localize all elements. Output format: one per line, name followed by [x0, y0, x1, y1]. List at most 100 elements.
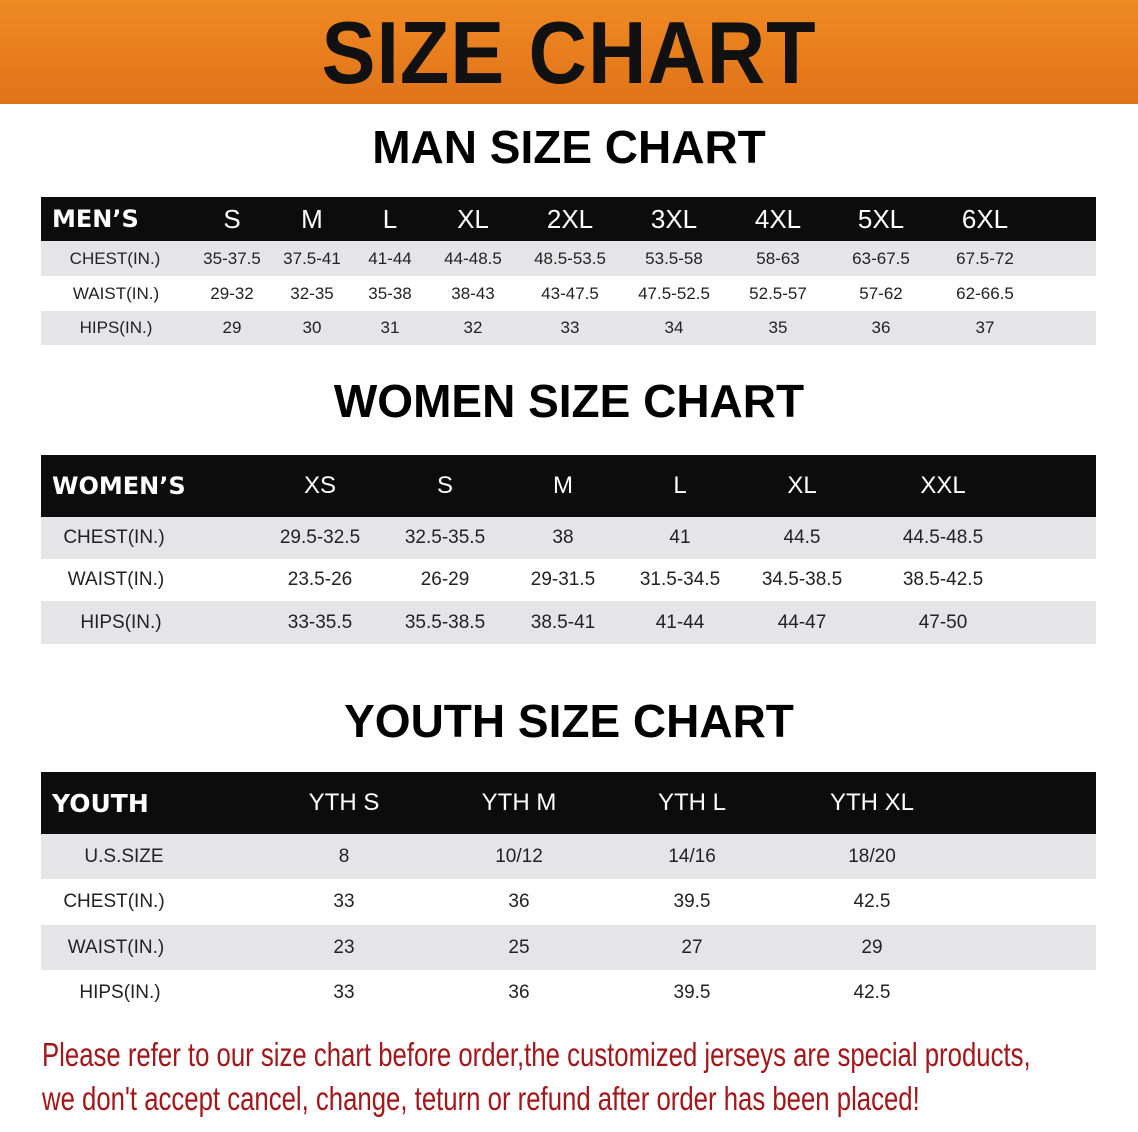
table-row: WAIST(IN.) 23 25 27 29 [41, 925, 1096, 970]
row-label-cell: CHEST(IN.) [63, 527, 165, 548]
measurement-cell: 42.5 [853, 891, 891, 912]
measurement-cell: 58-63 [756, 248, 800, 268]
table-row: CHEST(IN.) 33 36 39.5 42.5 [41, 879, 1096, 925]
measurement-cell: 36 [508, 981, 530, 1003]
measurement-cell: 36 [871, 318, 891, 337]
measurement-cell: 37.5-41 [283, 248, 341, 268]
youth-size-table: YOUTH YTH S YTH M YTH L YTH XL U.S.SIZE 8 10/12… [41, 772, 1096, 1015]
men-size-table: MEN’S S M L XL 2XL 3XL 4XL 5XL 6XL CHEST(IN.) 35-37… [41, 197, 1096, 345]
measurement-cell: 33 [333, 981, 355, 1003]
measurement-cell: 47.5-52.5 [638, 283, 710, 303]
row-label-cell: HIPS(IN.) [79, 318, 153, 337]
measurement-cell: 62-66.5 [956, 283, 1014, 303]
size-header-cell: L [673, 472, 687, 499]
measurement-cell: 32 [463, 318, 483, 337]
measurement-cell: 14/16 [668, 845, 716, 867]
measurement-cell: 18/20 [848, 845, 896, 867]
title-banner: SIZE CHART [0, 0, 1138, 104]
measurement-cell: 33 [560, 318, 580, 337]
size-header-cell: XL [787, 472, 817, 499]
size-header-cell: M [301, 203, 323, 234]
size-header-cell: YTH L [657, 789, 727, 816]
measurement-cell: 41-44 [655, 611, 705, 633]
measurement-cell: 23 [333, 936, 355, 958]
measurement-cell: 29-32 [210, 283, 254, 303]
row-label-cell: HIPS(IN.) [79, 981, 161, 1003]
measurement-cell: 35.5-38.5 [404, 611, 486, 633]
measurement-cell: 43-47.5 [541, 283, 599, 303]
measurement-cell: 42.5 [853, 981, 891, 1003]
measurement-cell: 37 [975, 318, 995, 337]
table-row: HIPS(IN.) 29 30 31 32 33 34 35 36 37 [41, 311, 1096, 345]
measurement-cell: 33-35.5 [287, 611, 353, 633]
table-row: WAIST(IN.) 29-32 32-35 35-38 38-43 43-47.5 47.… [41, 276, 1096, 311]
measurement-cell: 48.5-53.5 [534, 248, 606, 268]
size-header-cell: YTH S [308, 789, 380, 816]
measurement-cell: 57-62 [859, 283, 903, 303]
measurement-cell: 26-29 [420, 569, 470, 590]
page-title: SIZE CHART [321, 3, 817, 102]
measurement-cell: 52.5-57 [749, 283, 807, 303]
size-header-cell: XXL [920, 472, 966, 499]
measurement-cell: 31 [380, 318, 400, 337]
measurement-cell: 44-48.5 [444, 248, 502, 268]
row-label-cell: CHEST(IN.) [63, 891, 165, 912]
size-header-cell: 6XL [961, 203, 1009, 234]
table-row: CHEST(IN.) 35-37.5 37.5-41 41-44 44-48.5 48.5… [41, 241, 1096, 276]
table-row: HIPS(IN.) 33-35.5 35.5-38.5 38.5-41 41-44 44-… [41, 601, 1096, 644]
size-header-cell: M [553, 472, 573, 499]
measurement-cell: 34.5-38.5 [761, 569, 843, 590]
policy-note-line-2: we don't accept cancel, change, teturn o… [42, 1080, 920, 1117]
size-header-cell: XL [457, 203, 489, 234]
measurement-cell: 35 [768, 318, 788, 337]
table-row: U.S.SIZE 8 10/12 14/16 18/20 [41, 834, 1096, 879]
measurement-cell: 38.5-42.5 [902, 569, 984, 590]
table-row: HIPS(IN.) 33 36 39.5 42.5 [41, 970, 1096, 1015]
row-label-cell: HIPS(IN.) [80, 611, 162, 633]
measurement-cell: 38 [552, 527, 574, 548]
measurement-cell: 25 [508, 936, 530, 958]
size-header-cell: YTH XL [829, 789, 915, 816]
measurement-cell: 39.5 [673, 981, 711, 1003]
row-label-cell: CHEST(IN.) [69, 248, 161, 268]
measurement-cell: 29.5-32.5 [279, 527, 361, 548]
measurement-cell: 47-50 [918, 611, 968, 633]
women-section-title: WOMEN SIZE CHART [333, 375, 805, 427]
size-header-cell: 2XL [546, 203, 594, 234]
measurement-cell: 32.5-35.5 [404, 527, 486, 548]
measurement-cell: 23.5-26 [287, 569, 353, 590]
measurement-cell: 35-38 [368, 283, 412, 303]
measurement-cell: 35-37.5 [203, 248, 261, 268]
measurement-cell: 38-43 [451, 283, 495, 303]
women-size-table: WOMEN’S XS S M L XL XXL CHEST(IN.) 29.5-32.5 32.5… [41, 455, 1096, 644]
size-header-cell: YTH M [481, 789, 557, 816]
measurement-cell: 39.5 [673, 891, 711, 912]
measurement-cell: 41 [669, 527, 691, 548]
measurement-cell: 44.5-48.5 [902, 527, 984, 548]
table-row: WAIST(IN.) 23.5-26 26-29 29-31.5 31.5-34.5 34… [41, 559, 1096, 601]
youth-section-title: YOUTH SIZE CHART [344, 695, 794, 747]
measurement-cell: 30 [302, 318, 322, 337]
policy-note-line-1: Please refer to our size chart before or… [42, 1036, 1031, 1073]
row-label-cell: WAIST(IN.) [67, 936, 165, 958]
measurement-cell: 8 [338, 845, 350, 867]
measurement-cell: 29-31.5 [530, 569, 596, 590]
measurement-cell: 63-67.5 [852, 248, 910, 268]
measurement-cell: 53.5-58 [645, 248, 703, 268]
measurement-cell: 27 [681, 936, 703, 958]
measurement-cell: 32-35 [290, 283, 334, 303]
row-label-cell: WAIST(IN.) [72, 283, 160, 303]
measurement-cell: 33 [333, 891, 355, 912]
measurement-cell: 41-44 [368, 248, 412, 268]
table-header-row: WOMEN’S XS S M L XL XXL [41, 455, 1096, 517]
men-section-title: MAN SIZE CHART [372, 121, 766, 173]
table-row: CHEST(IN.) 29.5-32.5 32.5-35.5 38 41 44.5 44.5… [41, 517, 1096, 559]
measurement-cell: 38.5-41 [530, 611, 596, 633]
measurement-cell: 10/12 [495, 845, 543, 867]
measurement-cell: 44-47 [777, 611, 827, 633]
measurement-cell: 29 [222, 318, 242, 337]
table-title-cell: YOUTH [52, 788, 149, 818]
size-header-cell: 5XL [857, 203, 905, 234]
size-header-cell: 3XL [650, 203, 698, 234]
size-header-cell: XS [303, 472, 337, 499]
